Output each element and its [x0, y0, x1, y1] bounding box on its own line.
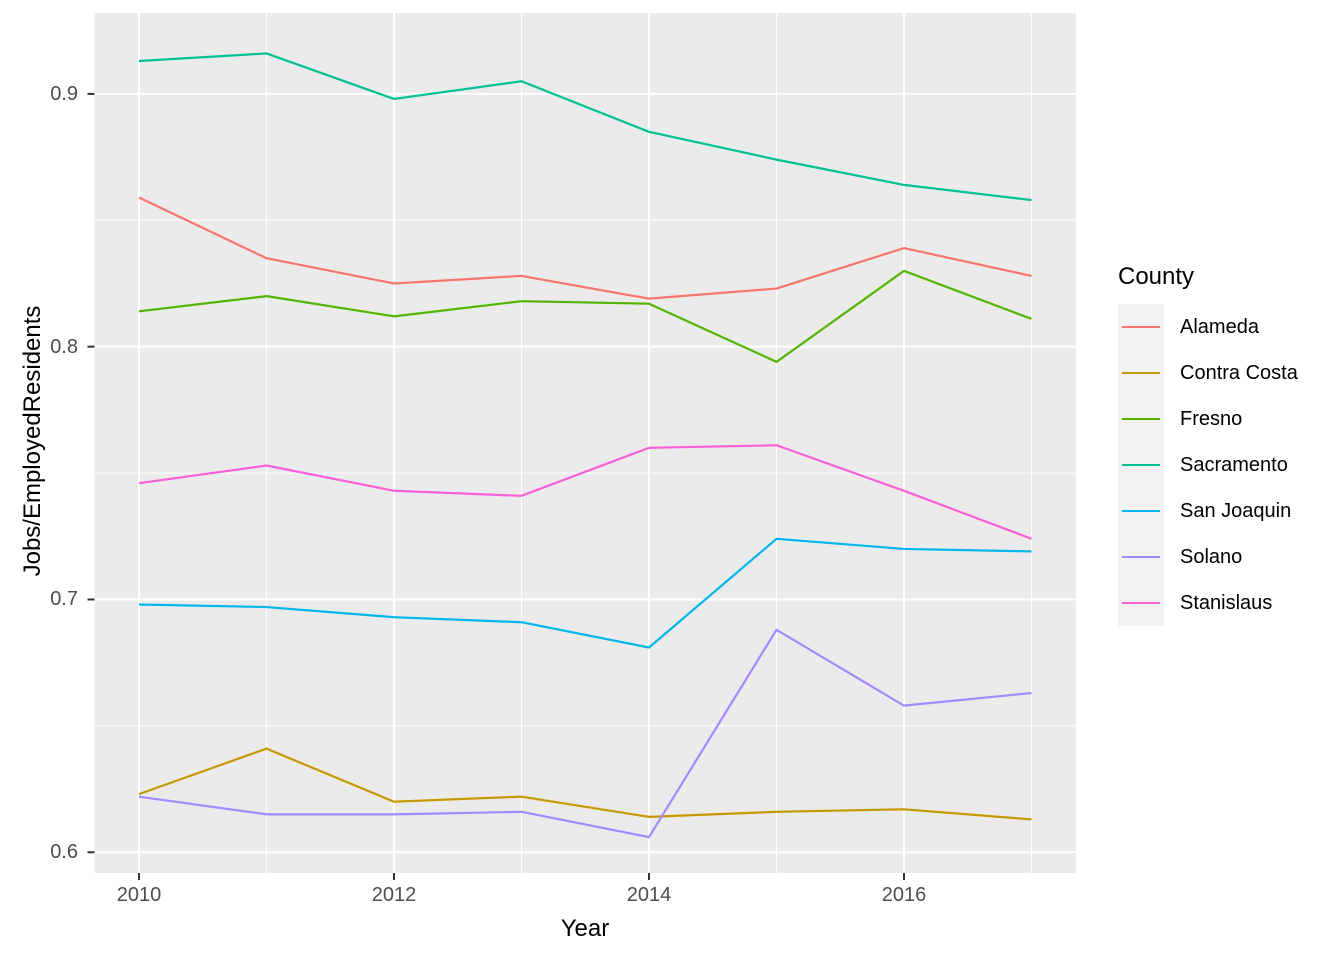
- legend-item-label: San Joaquin: [1180, 499, 1292, 522]
- legend-item: Sacramento: [1118, 442, 1298, 488]
- series-line-alameda: [138, 196, 1032, 300]
- legend-item: Contra Costa: [1118, 350, 1298, 396]
- legend-item-label: Alameda: [1180, 315, 1259, 338]
- legend-item: Alameda: [1118, 304, 1298, 350]
- series-line-fresno: [138, 269, 1032, 363]
- legend-title: County: [1118, 263, 1195, 290]
- legend-item-label: Fresno: [1180, 407, 1243, 430]
- legend-key-swatch: [1118, 534, 1164, 580]
- legend-item-label: Contra Costa: [1180, 361, 1298, 384]
- series-line-stanislaus: [138, 444, 1032, 540]
- x-axis-title: Year: [560, 915, 610, 942]
- legend-item: Stanislaus: [1118, 580, 1298, 626]
- x-tick-label: 2014: [626, 884, 672, 906]
- x-tick-label: 2016: [881, 884, 927, 906]
- y-tick-label: 0.9: [50, 82, 78, 105]
- series-line-contra-costa: [138, 747, 1032, 821]
- legend-item: San Joaquin: [1118, 488, 1298, 534]
- legend-key-swatch: [1118, 488, 1164, 534]
- legend: County Alameda Contra Costa Fresno Sacra…: [1118, 263, 1298, 626]
- legend-key-swatch: [1118, 304, 1164, 350]
- series-line-sacramento: [138, 52, 1032, 202]
- legend-item-label: Sacramento: [1180, 453, 1288, 476]
- y-tick-label: 0.6: [50, 841, 78, 864]
- legend-line-icon: [1122, 602, 1160, 604]
- x-tick-label: 2010: [116, 884, 162, 906]
- legend-item-label: Stanislaus: [1180, 591, 1273, 614]
- legend-line-icon: [1122, 326, 1160, 328]
- legend-line-icon: [1122, 510, 1160, 512]
- legend-item-label: Solano: [1180, 545, 1243, 568]
- legend-key-swatch: [1118, 580, 1164, 626]
- series-line-solano: [138, 628, 1032, 839]
- legend-line-icon: [1122, 372, 1160, 374]
- legend-items: Alameda Contra Costa Fresno Sacramento S…: [1118, 304, 1298, 626]
- series-line-san-joaquin: [138, 537, 1032, 649]
- y-tick-label: 0.8: [50, 335, 78, 358]
- legend-key-swatch: [1118, 442, 1164, 488]
- y-tick-label: 0.7: [50, 588, 78, 611]
- x-tick-label: 2012: [371, 884, 417, 906]
- legend-line-icon: [1122, 418, 1160, 420]
- legend-key-swatch: [1118, 350, 1164, 396]
- legend-line-icon: [1122, 556, 1160, 558]
- legend-item: Solano: [1118, 534, 1298, 580]
- legend-item: Fresno: [1118, 396, 1298, 442]
- legend-line-icon: [1122, 464, 1160, 466]
- panel-background: [94, 13, 1076, 873]
- legend-key-swatch: [1118, 396, 1164, 442]
